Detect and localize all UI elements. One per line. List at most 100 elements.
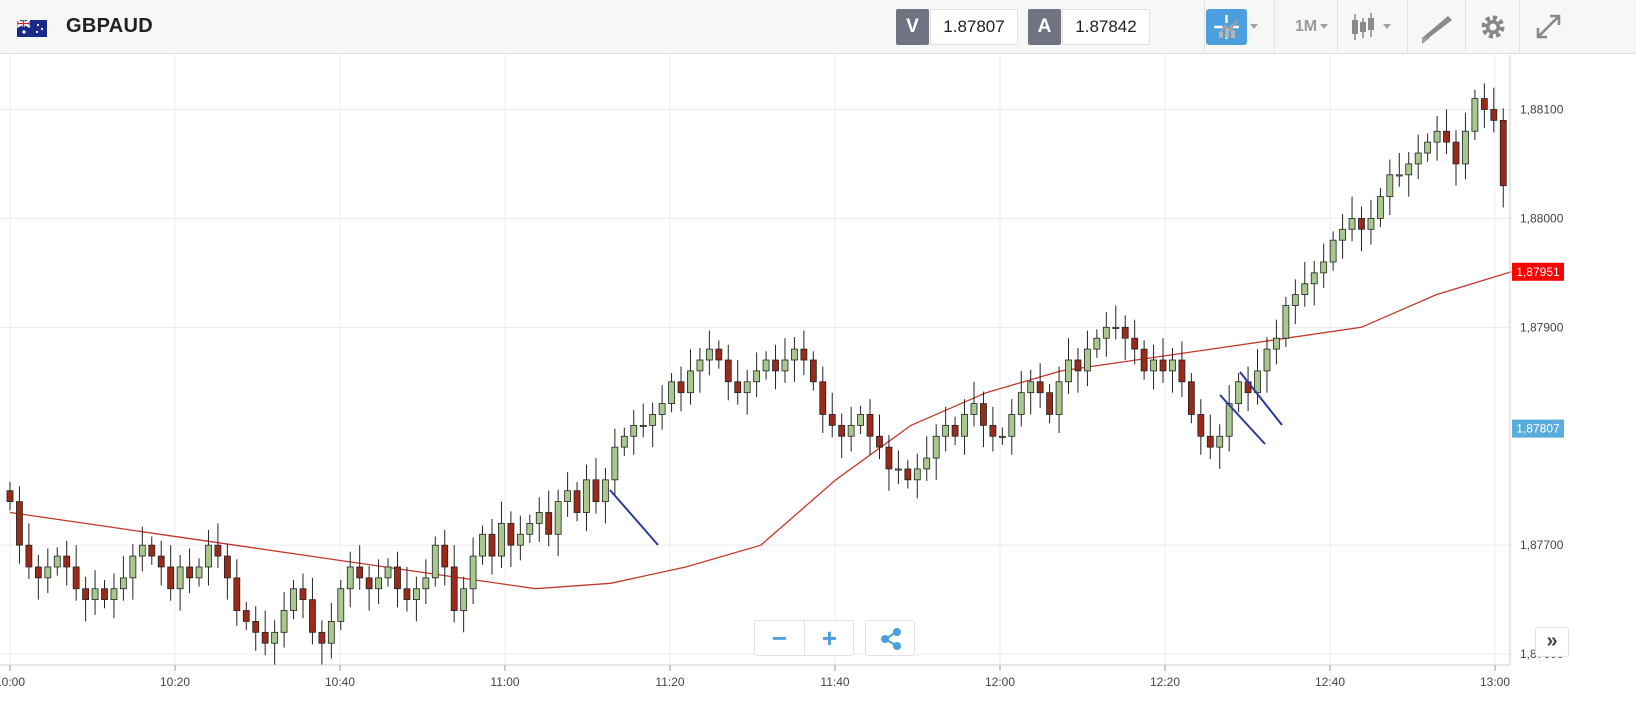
candle: [1017, 370, 1025, 427]
candle: [1499, 108, 1507, 208]
candle: [1443, 109, 1450, 155]
candle: [639, 403, 647, 438]
candle-body: [157, 555, 165, 568]
y-tick-label: 1,88100: [1520, 102, 1564, 116]
sell-price-button[interactable]: 1.87807: [930, 9, 1018, 45]
candle: [1376, 187, 1384, 228]
candle: [1471, 89, 1479, 140]
scroll-to-latest-button[interactable]: »: [1535, 627, 1569, 657]
candle-body: [516, 533, 524, 546]
candle-body: [6, 490, 14, 503]
candle: [129, 544, 137, 600]
candle: [913, 453, 921, 499]
candle-body: [233, 577, 241, 611]
candle: [866, 399, 874, 455]
chart-type-button[interactable]: [1204, 0, 1274, 54]
candle: [507, 511, 515, 567]
candle: [876, 414, 883, 460]
candle-body: [1206, 435, 1214, 448]
candle-body: [809, 359, 817, 383]
candle-body: [847, 424, 855, 437]
candle: [705, 330, 713, 376]
toolbar: GBPAUD V 1.87807 A 1.87842 1M: [0, 0, 1636, 54]
x-tick-label: 11:40: [820, 675, 849, 689]
candlestick-button[interactable]: [1337, 0, 1407, 54]
candle-body: [82, 588, 90, 601]
candle-body: [261, 631, 269, 644]
candle: [620, 427, 628, 456]
gb-au-flag-icon: [17, 20, 47, 37]
candle-body: [1339, 228, 1346, 241]
zoom-out-button[interactable]: −: [771, 623, 788, 653]
candle: [498, 501, 505, 569]
candle-body: [346, 566, 354, 590]
share-button[interactable]: [865, 620, 915, 656]
candle-body: [743, 381, 751, 394]
zoom-in-button[interactable]: +: [821, 623, 838, 653]
candle-body: [1320, 261, 1328, 274]
candle: [885, 435, 893, 491]
candle-body: [469, 555, 477, 590]
drawing-tools-button[interactable]: [1407, 0, 1465, 54]
settings-button[interactable]: [1465, 0, 1519, 54]
candle: [1339, 214, 1346, 259]
candle-body: [1443, 130, 1450, 143]
trendlines: [609, 371, 1283, 546]
candle-body: [1273, 337, 1280, 350]
candle-body: [819, 381, 827, 415]
x-tick-label: 11:20: [655, 675, 684, 689]
candle: [904, 460, 912, 489]
candle: [677, 366, 685, 412]
candle: [365, 565, 373, 611]
timeframe-button[interactable]: 1M: [1274, 0, 1337, 54]
candle: [25, 523, 33, 579]
candle-body: [25, 544, 33, 568]
candle: [157, 540, 165, 586]
candle-body: [961, 414, 968, 437]
candle-body: [16, 501, 23, 546]
candle: [242, 601, 250, 631]
candle-body: [932, 435, 940, 459]
buy-price-button[interactable]: 1.87842: [1062, 9, 1150, 45]
candle-body: [1131, 337, 1139, 350]
candle-body: [781, 359, 789, 372]
candle: [195, 558, 203, 587]
sell-label: V: [896, 9, 929, 45]
candle: [16, 486, 23, 564]
timeframe-label: 1M: [1294, 18, 1318, 35]
candle-body: [450, 566, 458, 611]
candle-body: [195, 566, 203, 579]
x-tick-label: 13:00: [1480, 675, 1510, 689]
fullscreen-button[interactable]: [1519, 0, 1576, 54]
candle: [819, 366, 827, 433]
candle-body: [1046, 392, 1054, 415]
candle: [894, 450, 902, 485]
candle: [441, 529, 449, 586]
candle-body: [337, 588, 345, 622]
candle: [176, 554, 184, 611]
candle: [1065, 338, 1072, 394]
chevron-down-icon: [1320, 24, 1328, 29]
candle: [223, 544, 231, 600]
candle: [932, 424, 940, 480]
candle: [1036, 363, 1044, 408]
candle: [450, 545, 458, 623]
candle: [205, 529, 212, 586]
candle-body: [488, 533, 496, 557]
candle-body: [715, 348, 723, 361]
candle: [1178, 341, 1186, 398]
candle-body: [167, 566, 175, 590]
candle: [488, 519, 496, 575]
candle-body: [1452, 141, 1460, 165]
candle: [1225, 385, 1233, 452]
candle-body: [176, 566, 184, 590]
candle-body: [1254, 370, 1261, 394]
candle: [34, 554, 42, 600]
candle-body: [356, 566, 364, 579]
candle-body: [1376, 196, 1384, 219]
candle: [110, 573, 118, 619]
x-tick-label: 10:40: [325, 675, 355, 689]
candle-body: [223, 555, 231, 579]
y-tick-label: 1,87900: [1520, 320, 1564, 334]
candle: [346, 551, 354, 608]
